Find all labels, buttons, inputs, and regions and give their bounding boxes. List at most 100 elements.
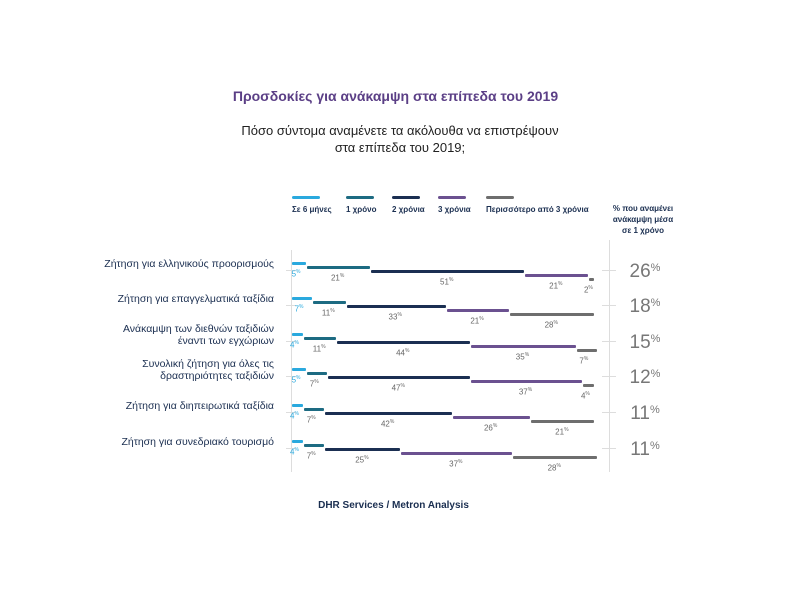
legend-swatch — [292, 196, 320, 199]
tick — [286, 376, 296, 377]
data-label: 21% — [549, 281, 563, 291]
bar-segment — [513, 456, 598, 459]
bar-segment — [328, 376, 470, 379]
tick — [286, 270, 296, 271]
chart-subtitle: Πόσο σύντομα αναμένετε τα ακόλουθα να επ… — [200, 122, 600, 156]
tick — [286, 305, 296, 306]
data-label: 7% — [306, 451, 316, 461]
row-label-line: Ζήτηση για διηπειρωτικά ταξίδια — [125, 400, 274, 412]
tick — [602, 270, 616, 271]
data-label: 7% — [294, 304, 304, 314]
tick — [602, 305, 616, 306]
bar-segment — [470, 345, 576, 348]
data-label: 25% — [355, 455, 369, 465]
tick — [602, 412, 616, 413]
data-label: 42% — [380, 419, 395, 429]
data-label: 47% — [391, 383, 405, 393]
bar-segment — [531, 420, 594, 423]
subtitle-line-2: στα επίπεδα του 2019; — [334, 140, 466, 155]
bar-segment — [337, 341, 470, 344]
bar-segment — [292, 404, 304, 407]
legend-swatch — [392, 196, 420, 199]
data-label: 21% — [330, 273, 345, 283]
bar-segment — [576, 349, 598, 352]
bar-segment — [292, 297, 313, 300]
data-label: 44% — [396, 348, 410, 358]
right-value: 15% — [629, 332, 661, 353]
bar-segment — [304, 444, 325, 447]
legend-swatch — [486, 196, 514, 199]
header-line: ανάκαμψη μέσα — [612, 215, 674, 224]
row-label: Ανάκαμψη των διεθνών ταξιδιών έναντι των … — [4, 323, 274, 347]
data-label: 7% — [309, 379, 319, 389]
data-label: 33% — [388, 312, 402, 322]
data-label: 21% — [470, 316, 484, 326]
bar-segment — [313, 301, 346, 304]
data-label: 11% — [312, 344, 326, 354]
legend-swatch — [438, 196, 466, 199]
legend-label: 3 χρόνια — [438, 205, 471, 214]
data-label: 37% — [518, 387, 533, 397]
bar-segment — [452, 416, 531, 419]
data-label: 35% — [515, 352, 530, 362]
data-label: 28% — [547, 463, 561, 473]
left-axis — [291, 250, 292, 472]
bar-segment — [401, 452, 513, 455]
right-value: 12% — [629, 367, 661, 388]
chart-title: Προσδοκίες για ανάκαμψη στα επίπεδα του … — [232, 88, 559, 104]
subtitle-line-1: Πόσο σύντομα αναμένετε τα ακόλουθα να επ… — [241, 123, 559, 138]
data-label: 2% — [583, 285, 593, 295]
bar-segment — [582, 384, 594, 387]
row-label-line: Ανάκαμψη των διεθνών ταξιδιών — [122, 323, 274, 335]
bar-segment — [370, 270, 525, 273]
tick — [286, 341, 296, 342]
row-label: Ζήτηση για διηπειρωτικά ταξίδια — [4, 400, 274, 412]
data-label: 11% — [321, 308, 335, 318]
data-label: 37% — [449, 459, 463, 469]
right-value: 11% — [630, 439, 660, 460]
legend-label: Σε 6 μήνες — [292, 205, 332, 214]
bar-segment — [292, 333, 304, 336]
bar-segment — [304, 408, 325, 411]
header-line: σε 1 χρόνο — [622, 226, 664, 235]
row-label-line: Ζήτηση για επαγγελματικά ταξίδια — [117, 293, 274, 305]
bar-segment — [470, 380, 582, 383]
bar-segment — [346, 305, 446, 308]
data-label: 7% — [579, 356, 589, 366]
bar-segment — [307, 266, 370, 269]
bar-segment — [292, 440, 304, 443]
tick — [602, 448, 616, 449]
data-label: 51% — [440, 277, 454, 287]
legend-label: 2 χρόνια — [392, 205, 425, 214]
tick — [286, 448, 296, 449]
right-value: 26% — [629, 261, 661, 282]
data-label: 7% — [306, 415, 316, 425]
right-value: 11% — [630, 403, 660, 424]
row-label-line: έναντι των εγχώριων — [177, 335, 274, 347]
legend-swatch — [346, 196, 374, 199]
data-label: 4% — [290, 340, 299, 350]
tick — [602, 376, 616, 377]
data-label: 26% — [483, 423, 498, 433]
row-label-line: δραστηριότητες ταξιδιών — [160, 370, 274, 382]
data-label: 21% — [555, 427, 569, 437]
row-label: Συνολική ζήτηση για όλες τις δραστηριότητ… — [4, 358, 274, 382]
bar-segment — [325, 448, 401, 451]
data-label: 5% — [291, 375, 301, 385]
bar-segment — [525, 274, 588, 277]
bar-segment — [446, 309, 510, 312]
bar-segment — [292, 262, 307, 265]
bar-segment — [304, 337, 337, 340]
row-label: Ζήτηση για ελληνικούς προορισμούς — [4, 258, 274, 270]
legend-label: Περισσότερο από 3 χρόνια — [486, 205, 589, 214]
row-label-line: Συνολική ζήτηση για όλες τις — [142, 358, 274, 370]
bar-segment — [325, 412, 452, 415]
data-label: 4% — [580, 391, 590, 401]
row-label-line: Ζήτηση για συνεδριακό τουρισμό — [121, 436, 274, 448]
tick — [602, 341, 616, 342]
right-axis — [609, 240, 610, 472]
legend-label: 1 χρόνο — [346, 205, 377, 214]
data-label: 4% — [290, 447, 299, 457]
bar-segment — [588, 278, 594, 281]
data-label: 4% — [290, 411, 299, 421]
